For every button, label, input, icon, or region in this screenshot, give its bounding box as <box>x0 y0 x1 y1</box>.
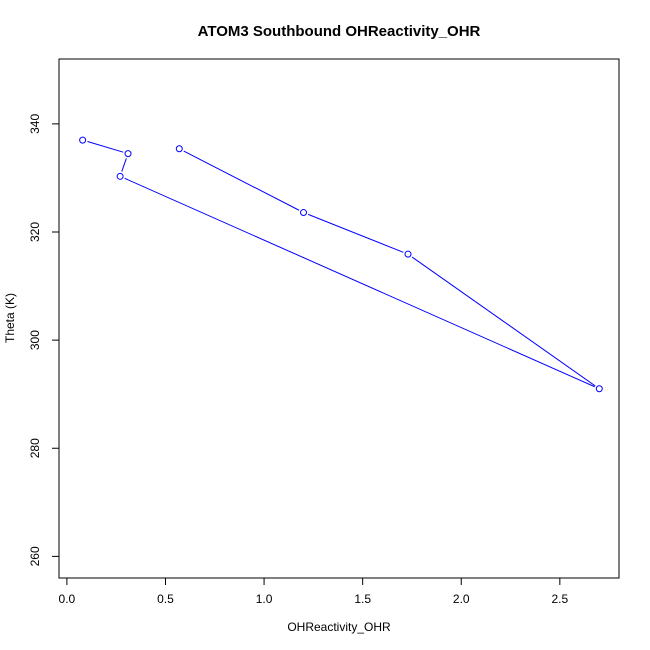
x-tick-label: 1.5 <box>354 592 371 606</box>
x-tick-label: 0.5 <box>157 592 174 606</box>
series-line-segment <box>411 256 596 387</box>
series-line-segment <box>307 213 404 253</box>
y-tick-label: 340 <box>28 114 42 134</box>
data-point <box>595 385 603 393</box>
y-tick-label: 260 <box>28 546 42 566</box>
x-tick-label: 0.0 <box>59 592 76 606</box>
y-tick-label: 320 <box>28 222 42 242</box>
y-tick-label: 300 <box>28 330 42 350</box>
y-tick-label: 280 <box>28 438 42 458</box>
series-line-segment <box>87 141 124 153</box>
x-tick-label: 2.0 <box>453 592 470 606</box>
plot-frame <box>58 58 620 579</box>
data-point <box>79 136 87 144</box>
data-point <box>300 209 308 217</box>
series-line-segment <box>183 150 300 211</box>
x-axis-label: OHReactivity_OHR <box>287 620 391 634</box>
y-axis-label: Theta (K) <box>3 293 17 343</box>
series-line-segment <box>124 177 595 388</box>
data-point <box>116 172 124 180</box>
x-axis: 0.0 0.5 1.0 1.5 2.0 2.5 <box>59 577 569 606</box>
data-point <box>175 145 183 153</box>
data-point <box>124 150 132 158</box>
y-axis: 260 280 300 320 340 <box>28 114 60 566</box>
data-point <box>404 250 412 258</box>
series-line-segment <box>121 158 127 172</box>
chart-title: ATOM3 Southbound OHReactivity_OHR <box>198 23 481 40</box>
x-tick-label: 1.0 <box>256 592 273 606</box>
x-tick-label: 2.5 <box>552 592 569 606</box>
series-layer <box>79 136 603 393</box>
